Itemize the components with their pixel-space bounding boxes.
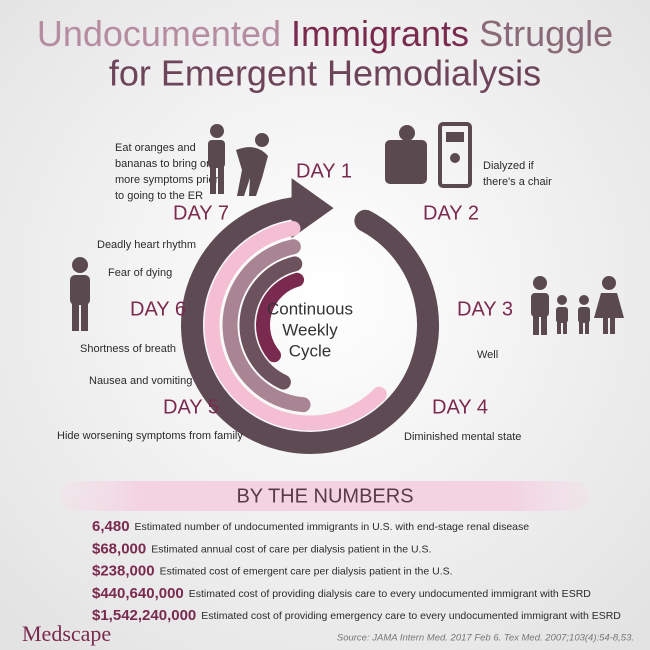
title-line2: for Emergent Hemodialysis [109,53,541,94]
source: Source: JAMA Intern Med. 2017 Feb 6. Tex… [337,633,634,644]
number-value: $1,542,240,000 [92,607,196,624]
arc [239,256,303,390]
number-text: Estimated cost of emergent care per dial… [160,565,453,577]
day-label: DAY 6 [130,298,186,320]
number-text: Estimated cost of providing emergency ca… [201,610,621,622]
number-row: $1,542,240,000 Estimated cost of providin… [92,607,621,624]
note: Diminished mental state [404,431,521,443]
center-text: Continuous [267,299,353,318]
note: Nausea and vomiting [89,375,192,387]
title-word: Immigrants [291,13,469,54]
note: to going to the ER [115,190,203,202]
day-label: DAY 7 [173,202,229,224]
number-text: Estimated number of undocumented immigra… [135,521,530,533]
note: Well [477,349,498,361]
day-label: DAY 5 [163,396,219,418]
cycle-arcs [181,178,439,454]
title-word: Undocumented [37,13,281,54]
day-label: DAY 3 [457,298,513,320]
note: there's a chair [483,176,552,188]
number-value: 6,480 [92,518,130,535]
day-label: DAY 4 [432,396,488,418]
icon-sick-person [208,124,269,196]
note: more symptoms prior [115,174,219,186]
center-text: Cycle [289,341,332,360]
number-row: 6,480 Estimated number of undocumented im… [92,518,529,535]
number-value: $238,000 [92,563,155,580]
icon-dialysis [385,122,472,188]
number-row: $68,000 Estimated annual cost of care per… [92,540,431,557]
arc [181,197,439,454]
title-word: Struggle [479,13,613,54]
center-text: Weekly [282,320,338,339]
note: Fear of dying [108,267,172,279]
arrow-head [291,178,334,239]
note: Shortness of breath [80,343,176,355]
note: Dialyzed if [483,160,535,172]
numbers-band [60,481,590,511]
icon-family [531,276,624,335]
logo: Medscape [22,621,111,646]
number-row: $440,640,000 Estimated cost of providing … [92,585,591,602]
numbers-rows: 6,480 Estimated number of undocumented im… [92,518,621,624]
arc [222,239,311,413]
number-text: Estimated cost of providing dialysis car… [189,588,592,600]
note: Deadly heart rhythm [97,239,196,251]
note: Hide worsening symptoms from family [57,430,243,442]
number-text: Estimated annual cost of care per dialys… [151,543,431,555]
note: bananas to bring on [115,158,212,170]
note: Eat oranges and [115,142,196,154]
day-label: DAY 2 [423,202,479,224]
title-line1: Undocumented Immigrants Struggle [37,13,613,54]
arc [204,220,387,431]
numbers-heading: BY THE NUMBERS [236,485,413,507]
number-value: $68,000 [92,540,146,557]
icon-person [70,257,90,331]
arc [256,272,305,363]
number-value: $440,640,000 [92,585,184,602]
day-label: DAY 1 [296,160,352,182]
number-row: $238,000 Estimated cost of emergent care … [92,563,453,580]
